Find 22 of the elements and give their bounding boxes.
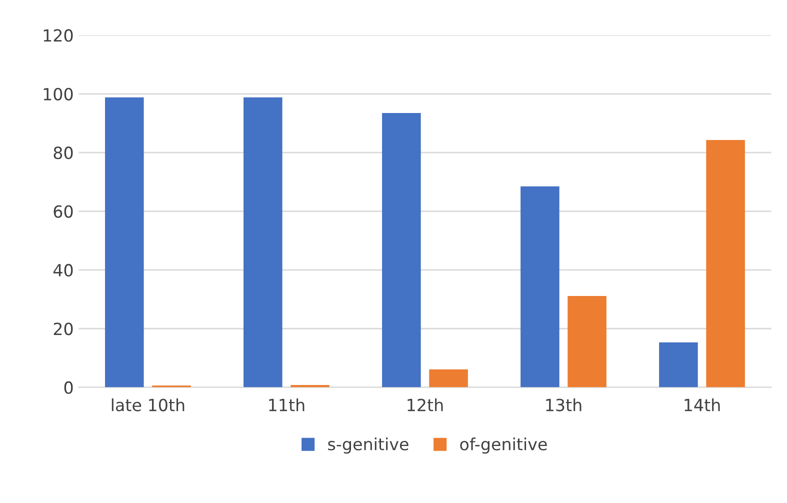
- legend-label: s-genitive: [328, 438, 408, 454]
- y-tick-label: 20: [54, 322, 73, 336]
- x-tick-label: 11th: [269, 398, 304, 412]
- bar: [382, 112, 421, 388]
- bar: [520, 186, 560, 388]
- x-tick-label: 12th: [408, 398, 443, 412]
- bar: [429, 369, 468, 388]
- y-tick-label: 40: [53, 264, 73, 277]
- bar: [105, 97, 144, 388]
- bar: [244, 97, 282, 388]
- x-tick-label: late 10th: [112, 398, 184, 412]
- y-tick-label: 120: [44, 29, 73, 42]
- y-tick-label: 80: [54, 146, 73, 160]
- bar: [659, 342, 698, 388]
- y-tick-label: 100: [44, 88, 73, 100]
- bar: [706, 140, 745, 388]
- y-tick-label: 60: [54, 205, 73, 218]
- bar: [568, 296, 606, 388]
- x-tick-label: 14th: [684, 398, 720, 412]
- x-tick-label: 13th: [546, 398, 582, 412]
- y-tick-label: 0: [64, 381, 73, 394]
- legend-label: of-genitive: [460, 438, 547, 454]
